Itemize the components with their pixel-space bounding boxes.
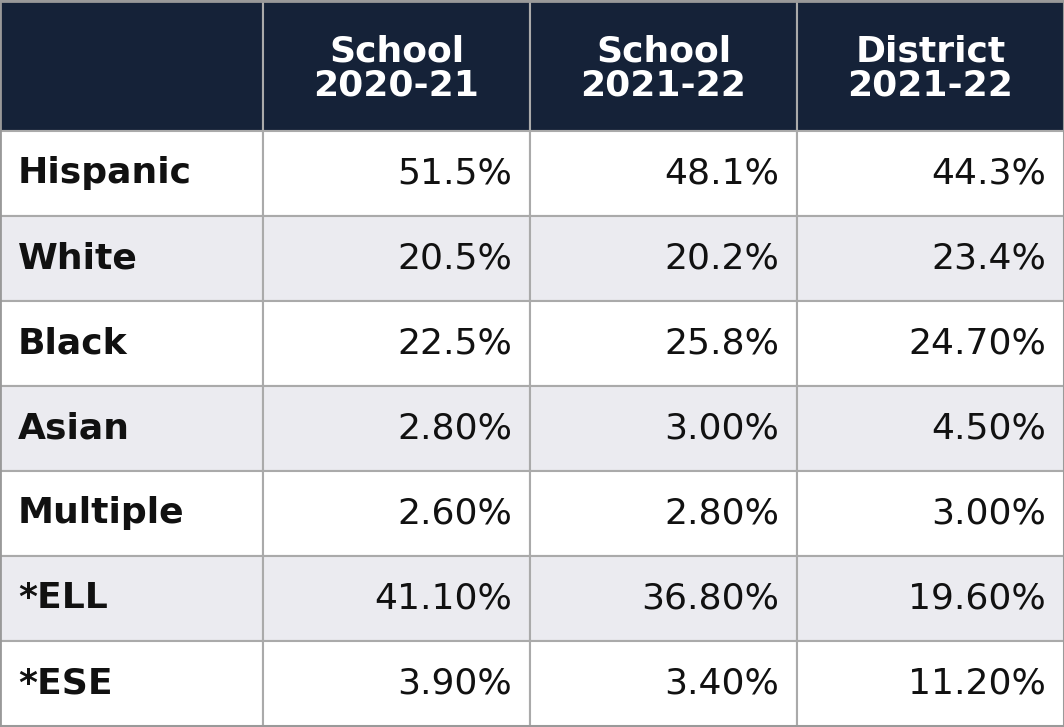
Text: 2021-22: 2021-22 <box>581 69 747 103</box>
Bar <box>797 1 1064 131</box>
Text: 3.00%: 3.00% <box>931 497 1046 531</box>
Bar <box>0 216 263 301</box>
Bar <box>797 556 1064 641</box>
Text: Black: Black <box>18 326 128 361</box>
Text: 20.2%: 20.2% <box>664 241 779 276</box>
Bar <box>263 556 530 641</box>
Text: 51.5%: 51.5% <box>397 156 512 190</box>
Bar <box>530 641 797 726</box>
Text: 3.40%: 3.40% <box>664 667 779 701</box>
Text: *ELL: *ELL <box>18 582 107 616</box>
Text: District: District <box>855 34 1005 68</box>
Bar <box>797 301 1064 386</box>
Bar <box>530 556 797 641</box>
Text: Multiple: Multiple <box>18 497 185 531</box>
Bar <box>530 471 797 556</box>
Bar <box>0 556 263 641</box>
Bar <box>530 1 797 131</box>
Bar <box>263 301 530 386</box>
Text: 2020-21: 2020-21 <box>314 69 480 103</box>
Text: 19.60%: 19.60% <box>909 582 1046 616</box>
Text: *ESE: *ESE <box>18 667 113 701</box>
Bar <box>0 386 263 471</box>
Bar <box>263 1 530 131</box>
Text: 25.8%: 25.8% <box>664 326 779 361</box>
Bar <box>797 216 1064 301</box>
Bar <box>263 131 530 216</box>
Bar <box>530 216 797 301</box>
Text: 36.80%: 36.80% <box>641 582 779 616</box>
Text: 23.4%: 23.4% <box>931 241 1046 276</box>
Text: 2.60%: 2.60% <box>397 497 512 531</box>
Bar <box>530 301 797 386</box>
Bar <box>0 641 263 726</box>
Bar <box>263 471 530 556</box>
Bar <box>0 301 263 386</box>
Bar <box>0 471 263 556</box>
Bar <box>797 641 1064 726</box>
Text: 22.5%: 22.5% <box>397 326 512 361</box>
Bar <box>530 386 797 471</box>
Bar <box>797 131 1064 216</box>
Text: White: White <box>18 241 138 276</box>
Text: 3.00%: 3.00% <box>664 411 779 446</box>
Bar <box>263 641 530 726</box>
Text: 44.3%: 44.3% <box>931 156 1046 190</box>
Text: School: School <box>329 34 464 68</box>
Text: 3.90%: 3.90% <box>397 667 512 701</box>
Text: Hispanic: Hispanic <box>18 156 192 190</box>
Bar <box>530 131 797 216</box>
Text: Asian: Asian <box>18 411 130 446</box>
Text: 20.5%: 20.5% <box>397 241 512 276</box>
Bar <box>0 131 263 216</box>
Text: 4.50%: 4.50% <box>931 411 1046 446</box>
Bar <box>797 386 1064 471</box>
Text: 2021-22: 2021-22 <box>848 69 1013 103</box>
Bar <box>797 471 1064 556</box>
Text: 48.1%: 48.1% <box>664 156 779 190</box>
Text: 2.80%: 2.80% <box>397 411 512 446</box>
Text: 11.20%: 11.20% <box>909 667 1046 701</box>
Bar <box>263 386 530 471</box>
Text: 41.10%: 41.10% <box>375 582 512 616</box>
Bar <box>263 216 530 301</box>
Text: 2.80%: 2.80% <box>664 497 779 531</box>
Bar <box>0 1 263 131</box>
Text: School: School <box>596 34 731 68</box>
Text: 24.70%: 24.70% <box>909 326 1046 361</box>
